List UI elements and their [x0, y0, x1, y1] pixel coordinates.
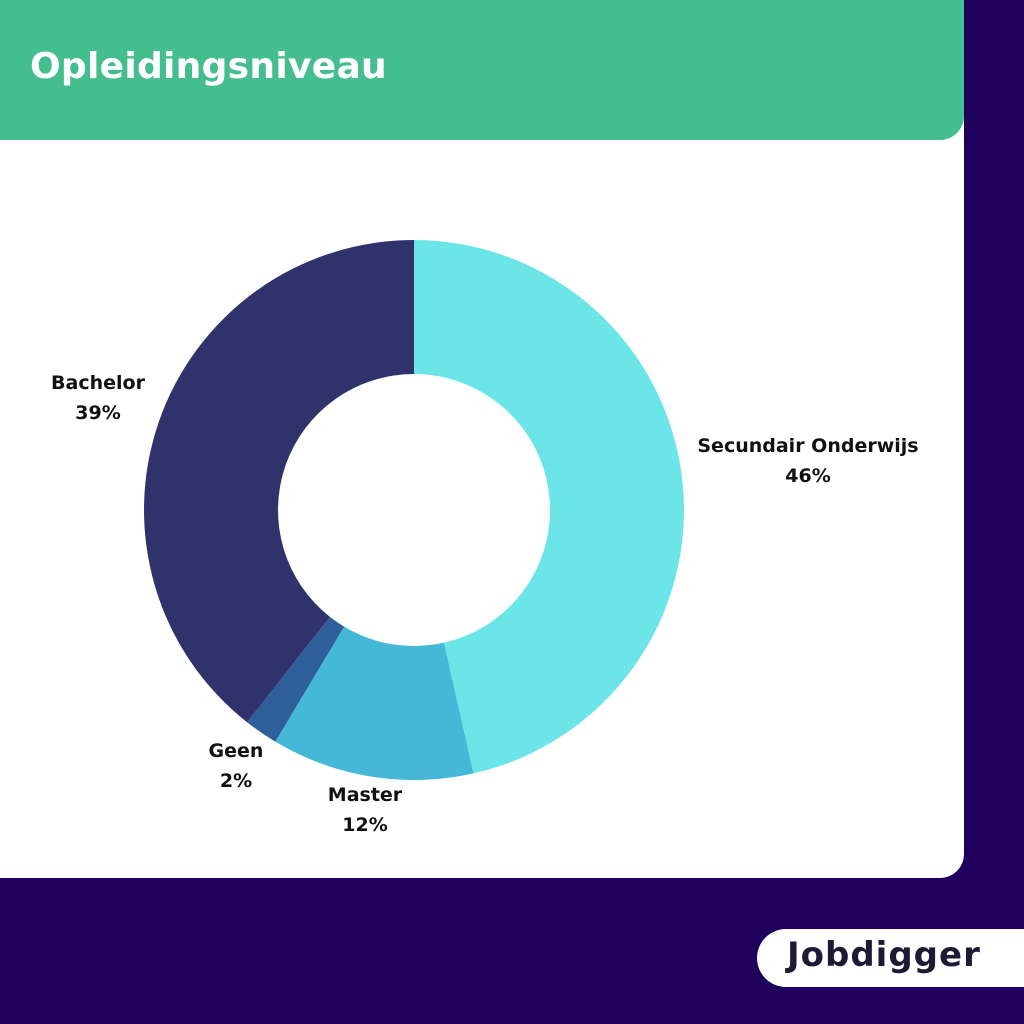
slice-label: Bachelor	[51, 372, 146, 394]
chart-card: Opleidingsniveau Secundair Onderwijs 46% M…	[0, 0, 964, 878]
logo-badge: Jobdigger	[757, 929, 1024, 987]
slice-label: Master	[328, 784, 403, 806]
slice-value-label: 39%	[75, 402, 120, 424]
slice-value-label: 2%	[220, 770, 252, 792]
donut-chart: Secundair Onderwijs 46% Master 12% Geen 2% Bac…	[51, 239, 919, 836]
slice-geen	[247, 616, 345, 742]
slice-bachelor	[144, 239, 415, 723]
page-title: Opleidingsniveau	[30, 46, 387, 87]
slice-label: Secundair Onderwijs	[697, 435, 918, 457]
slice-master	[275, 626, 474, 780]
slice-value-label: 46%	[785, 465, 830, 487]
jobdigger-logo: Jobdigger	[787, 935, 981, 975]
slice-value-label: 12%	[342, 814, 387, 836]
header-bar: Opleidingsniveau	[0, 0, 964, 140]
slice-secundair-onderwijs	[414, 240, 684, 774]
slice-label: Geen	[209, 740, 264, 762]
